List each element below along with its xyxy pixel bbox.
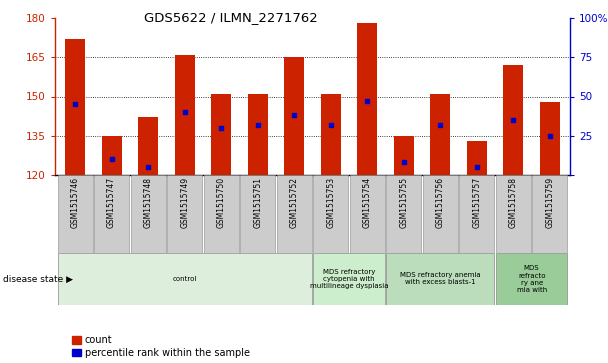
Bar [65,39,85,175]
Legend: count, percentile rank within the sample: count, percentile rank within the sample [72,335,250,358]
Bar [503,65,523,175]
Bar [284,57,304,175]
Bar [247,94,268,175]
Text: control: control [173,276,197,282]
FancyBboxPatch shape [58,175,92,253]
FancyBboxPatch shape [313,175,348,253]
Text: GSM1515750: GSM1515750 [216,178,226,228]
FancyBboxPatch shape [131,175,165,253]
FancyBboxPatch shape [496,175,531,253]
FancyBboxPatch shape [386,253,494,305]
Bar [320,94,341,175]
Bar [102,136,122,175]
Text: GSM1515754: GSM1515754 [363,178,371,228]
FancyBboxPatch shape [459,175,494,253]
Text: GSM1515748: GSM1515748 [143,178,153,228]
FancyBboxPatch shape [350,175,385,253]
FancyBboxPatch shape [167,175,202,253]
Bar [540,102,560,175]
FancyBboxPatch shape [423,175,458,253]
Text: GSM1515759: GSM1515759 [545,178,554,228]
Text: GSM1515749: GSM1515749 [180,178,189,228]
Bar [394,136,414,175]
Text: MDS refractory anemia
with excess blasts-1: MDS refractory anemia with excess blasts… [400,273,481,286]
Bar [138,118,158,175]
Bar [174,55,195,175]
Text: GSM1515758: GSM1515758 [509,178,518,228]
FancyBboxPatch shape [58,253,312,305]
FancyBboxPatch shape [386,175,421,253]
Text: MDS
refracto
ry ane
mia with: MDS refracto ry ane mia with [517,265,547,293]
FancyBboxPatch shape [204,175,239,253]
FancyBboxPatch shape [94,175,129,253]
Text: GSM1515757: GSM1515757 [472,178,482,228]
Bar [467,141,487,175]
Text: GSM1515755: GSM1515755 [399,178,409,228]
Text: disease state ▶: disease state ▶ [3,274,73,284]
Text: GSM1515751: GSM1515751 [253,178,262,228]
Bar [358,23,378,175]
Text: GSM1515752: GSM1515752 [290,178,299,228]
Text: GSM1515753: GSM1515753 [326,178,335,228]
Text: GDS5622 / ILMN_2271762: GDS5622 / ILMN_2271762 [144,11,318,24]
Text: GSM1515756: GSM1515756 [436,178,445,228]
FancyBboxPatch shape [533,175,567,253]
FancyBboxPatch shape [496,253,567,305]
FancyBboxPatch shape [277,175,312,253]
Text: GSM1515747: GSM1515747 [107,178,116,228]
Bar [211,94,231,175]
FancyBboxPatch shape [240,175,275,253]
FancyBboxPatch shape [313,253,385,305]
Bar [430,94,451,175]
Text: GSM1515746: GSM1515746 [71,178,80,228]
Text: MDS refractory
cytopenia with
multilineage dysplasia: MDS refractory cytopenia with multilinea… [309,269,389,289]
